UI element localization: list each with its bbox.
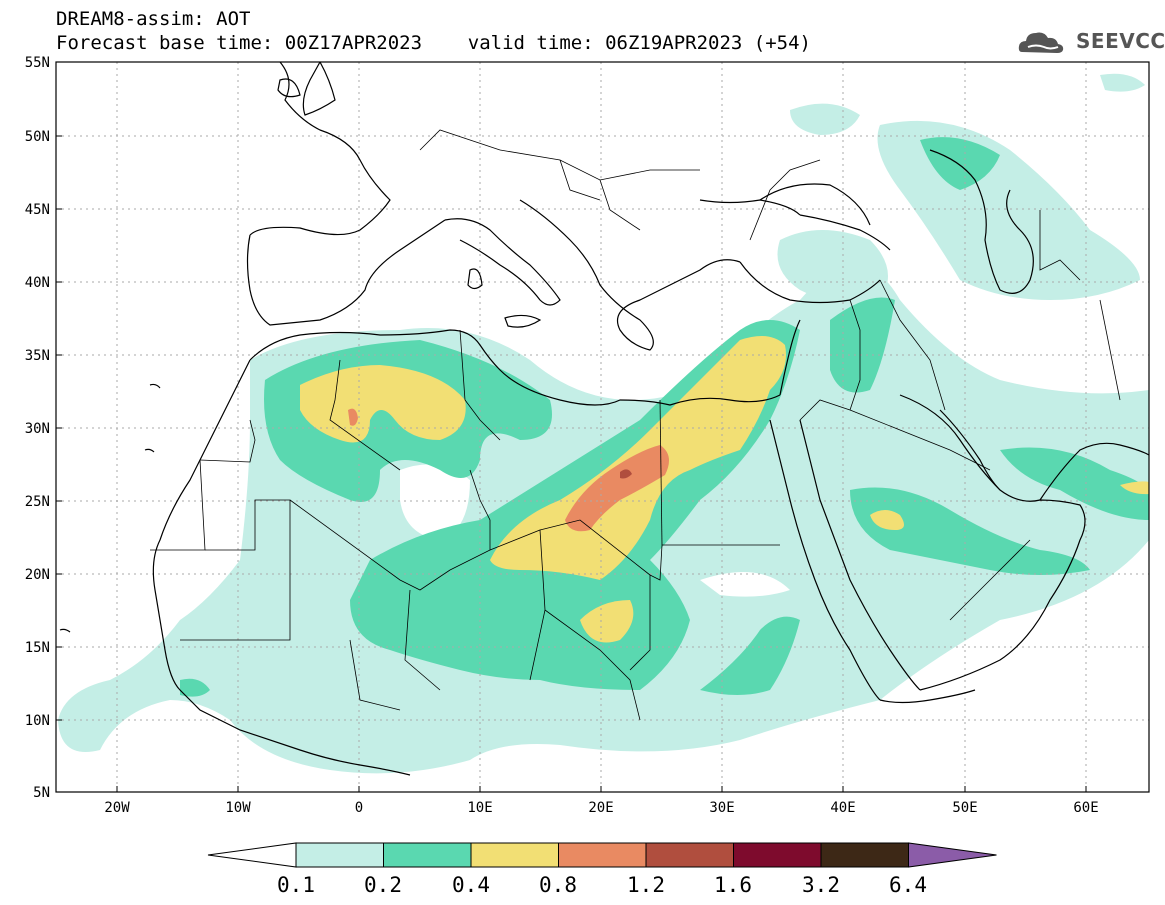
- lat-label: 20N: [25, 567, 50, 583]
- country-borders: [150, 129, 1121, 721]
- lon-label: 0: [355, 800, 363, 816]
- lon-label: 10E: [467, 800, 492, 816]
- lat-label: 40N: [25, 275, 50, 291]
- lat-label: 55N: [25, 55, 50, 71]
- colorbar-segment: [558, 842, 647, 868]
- lat-label: 30N: [25, 421, 50, 437]
- lat-label: 25N: [25, 494, 50, 510]
- colorbar: [207, 842, 997, 868]
- colorbar-label: 0.2: [364, 873, 402, 897]
- lon-label: 20W: [104, 800, 130, 816]
- lat-label: 10N: [25, 713, 50, 729]
- colorbar-segment: [383, 842, 472, 868]
- colorbar-label: 0.1: [277, 873, 315, 897]
- lat-label: 35N: [25, 348, 50, 364]
- colorbar-label: 3.2: [802, 873, 840, 897]
- lat-label: 15N: [25, 640, 50, 656]
- colorbar-labels: 0.1 0.2 0.4 0.8 1.2 1.6 3.2 6.4: [277, 873, 927, 897]
- colorbar-segment: [820, 842, 909, 868]
- colorbar-segment: [733, 842, 822, 868]
- logo-text: SEEVCCC: [1076, 29, 1165, 53]
- lon-label: 10W: [225, 800, 251, 816]
- colorbar-label: 1.2: [627, 873, 665, 897]
- latitude-labels: 55N 50N 45N 40N 35N 30N 25N 20N 15N 10N …: [25, 55, 50, 801]
- colorbar-segment: [295, 842, 384, 868]
- lat-label: 5N: [33, 785, 50, 801]
- aot-shading: [56, 62, 1149, 792]
- lat-label: 45N: [25, 202, 50, 218]
- lon-label: 60E: [1073, 800, 1098, 816]
- map-frame: [55, 61, 1150, 793]
- lon-label: 40E: [830, 800, 855, 816]
- colorbar-label: 1.6: [714, 873, 752, 897]
- lat-label: 50N: [25, 129, 50, 145]
- lon-label: 50E: [952, 800, 977, 816]
- forecast-time-line: Forecast base time: 00Z17APR2023 valid t…: [56, 32, 811, 54]
- colorbar-segment: [207, 842, 297, 868]
- colorbar-segment: [645, 842, 734, 868]
- lon-label: 20E: [588, 800, 613, 816]
- cloud-icon: [1018, 32, 1064, 53]
- map-title: DREAM8-assim: AOT: [56, 8, 251, 30]
- colorbar-label: 6.4: [889, 873, 927, 897]
- longitude-labels: 20W 10W 0 10E 20E 30E 40E 50E 60E: [104, 800, 1098, 816]
- colorbar-label: 0.4: [452, 873, 490, 897]
- colorbar-segment: [908, 842, 997, 868]
- colorbar-label: 0.8: [539, 873, 577, 897]
- lon-label: 30E: [709, 800, 734, 816]
- coastlines: [59, 62, 1149, 776]
- colorbar-segment: [470, 842, 559, 868]
- graticule: [56, 62, 1149, 792]
- axis-ticks: [56, 61, 1087, 793]
